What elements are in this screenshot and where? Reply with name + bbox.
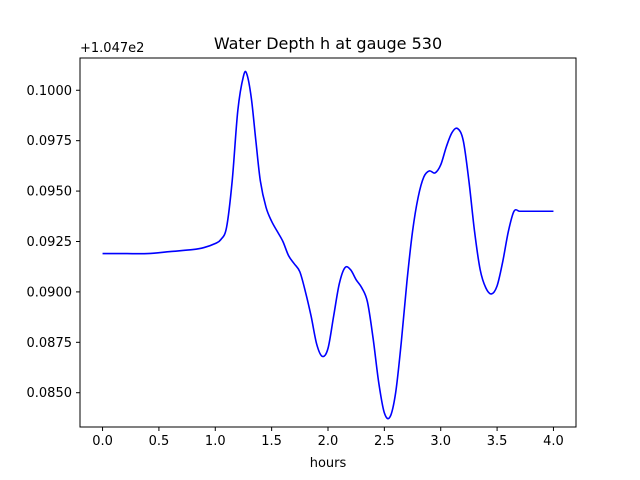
y-axis: 0.0850 0.0875 0.0900 0.0925 0.0950 0.0975 0.10… <box>27 84 80 401</box>
y-tick-label: 0.0900 <box>27 285 73 300</box>
series-line <box>102 70 554 420</box>
y-axis-offset-text: +1.047e2 <box>80 41 144 56</box>
x-tick-label: 0.5 <box>149 434 170 449</box>
x-tick-label: 3.0 <box>430 434 451 449</box>
y-tick-label: 0.0975 <box>27 134 73 149</box>
y-tick-label: 0.0875 <box>27 336 73 351</box>
plot-area <box>102 70 554 420</box>
y-tick-label: 0.1000 <box>27 84 73 99</box>
y-tick-label: 0.0850 <box>27 386 73 401</box>
x-tick-label: 0.0 <box>92 434 113 449</box>
x-tick-label: 2.5 <box>374 434 395 449</box>
y-tick-label: 0.0950 <box>27 185 73 200</box>
x-tick-label: 1.0 <box>205 434 226 449</box>
chart-title: Water Depth h at gauge 530 <box>214 34 442 53</box>
x-tick-label: 1.5 <box>261 434 282 449</box>
plot-frame <box>79 57 577 428</box>
x-axis: 0.0 0.5 1.0 1.5 2.0 2.5 3.0 3.5 4.0 <box>92 427 564 449</box>
x-tick-label: 3.5 <box>487 434 508 449</box>
x-axis-label: hours <box>310 456 347 471</box>
y-tick-label: 0.0925 <box>27 235 73 250</box>
x-tick-label: 4.0 <box>543 434 564 449</box>
x-tick-label: 2.0 <box>318 434 339 449</box>
